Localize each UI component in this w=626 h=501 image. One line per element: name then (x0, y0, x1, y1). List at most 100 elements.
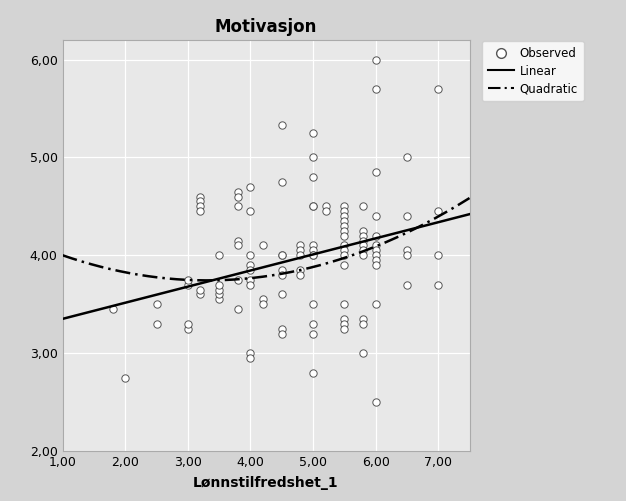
Point (308, 252, 318, 260)
Point (245, 207, 255, 215)
Point (245, 276, 255, 284)
Point (295, 252, 305, 260)
Point (339, 207, 349, 215)
Point (308, 330, 318, 338)
Point (371, 56, 381, 64)
Point (195, 202, 205, 210)
Point (258, 300, 268, 308)
Point (358, 252, 368, 260)
Point (308, 241, 318, 249)
Point (358, 236, 368, 244)
Point (183, 325, 193, 333)
Point (245, 349, 255, 357)
Point (358, 231, 368, 239)
Point (402, 252, 412, 260)
Point (371, 398, 381, 406)
Point (233, 241, 243, 249)
Point (295, 266, 305, 274)
Point (258, 241, 268, 249)
Point (433, 85, 443, 93)
Point (277, 291, 287, 299)
Point (308, 246, 318, 255)
Point (183, 320, 193, 328)
Point (214, 252, 224, 260)
Point (358, 241, 368, 249)
Point (371, 256, 381, 264)
Point (151, 300, 162, 308)
Point (433, 252, 443, 260)
Point (358, 227, 368, 235)
Point (321, 207, 331, 215)
Point (433, 281, 443, 289)
Point (233, 188, 243, 196)
Point (151, 320, 162, 328)
Point (371, 231, 381, 239)
Point (371, 168, 381, 176)
Point (277, 266, 287, 274)
Point (308, 202, 318, 210)
Point (277, 178, 287, 186)
Point (245, 183, 255, 191)
X-axis label: Lønnstilfredshet_1: Lønnstilfredshet_1 (193, 476, 339, 489)
Point (358, 202, 368, 210)
Point (245, 266, 255, 274)
Point (245, 261, 255, 269)
Point (214, 295, 224, 303)
Point (108, 305, 118, 313)
Point (402, 153, 412, 161)
Point (308, 129, 318, 137)
Point (371, 85, 381, 93)
Point (277, 325, 287, 333)
Point (433, 207, 443, 215)
Point (277, 252, 287, 260)
Point (339, 227, 349, 235)
Point (183, 276, 193, 284)
Point (339, 217, 349, 225)
Point (195, 192, 205, 200)
Point (214, 291, 224, 299)
Point (295, 241, 305, 249)
Point (277, 121, 287, 129)
Point (245, 354, 255, 362)
Point (339, 246, 349, 255)
Point (402, 246, 412, 255)
Legend: Observed, Linear, Quadratic: Observed, Linear, Quadratic (481, 41, 583, 101)
Point (321, 202, 331, 210)
Point (339, 222, 349, 230)
Point (339, 202, 349, 210)
Point (339, 261, 349, 269)
Point (308, 153, 318, 161)
Point (339, 252, 349, 260)
Point (339, 300, 349, 308)
Point (371, 300, 381, 308)
Point (339, 212, 349, 220)
Point (245, 252, 255, 260)
Point (371, 252, 381, 260)
Point (233, 276, 243, 284)
Title: Motivasjon: Motivasjon (215, 18, 317, 36)
Point (214, 286, 224, 294)
Point (233, 192, 243, 200)
Point (371, 241, 381, 249)
Point (371, 212, 381, 220)
Point (295, 246, 305, 255)
Point (308, 369, 318, 377)
Point (195, 286, 205, 294)
Point (233, 202, 243, 210)
Point (358, 315, 368, 323)
Point (245, 281, 255, 289)
Point (277, 271, 287, 279)
Point (358, 246, 368, 255)
Point (214, 281, 224, 289)
Point (308, 173, 318, 181)
Point (371, 246, 381, 255)
Point (233, 236, 243, 244)
Point (183, 281, 193, 289)
Point (295, 271, 305, 279)
Point (308, 320, 318, 328)
Point (371, 261, 381, 269)
Point (195, 197, 205, 205)
Point (402, 212, 412, 220)
Point (277, 252, 287, 260)
Point (308, 300, 318, 308)
